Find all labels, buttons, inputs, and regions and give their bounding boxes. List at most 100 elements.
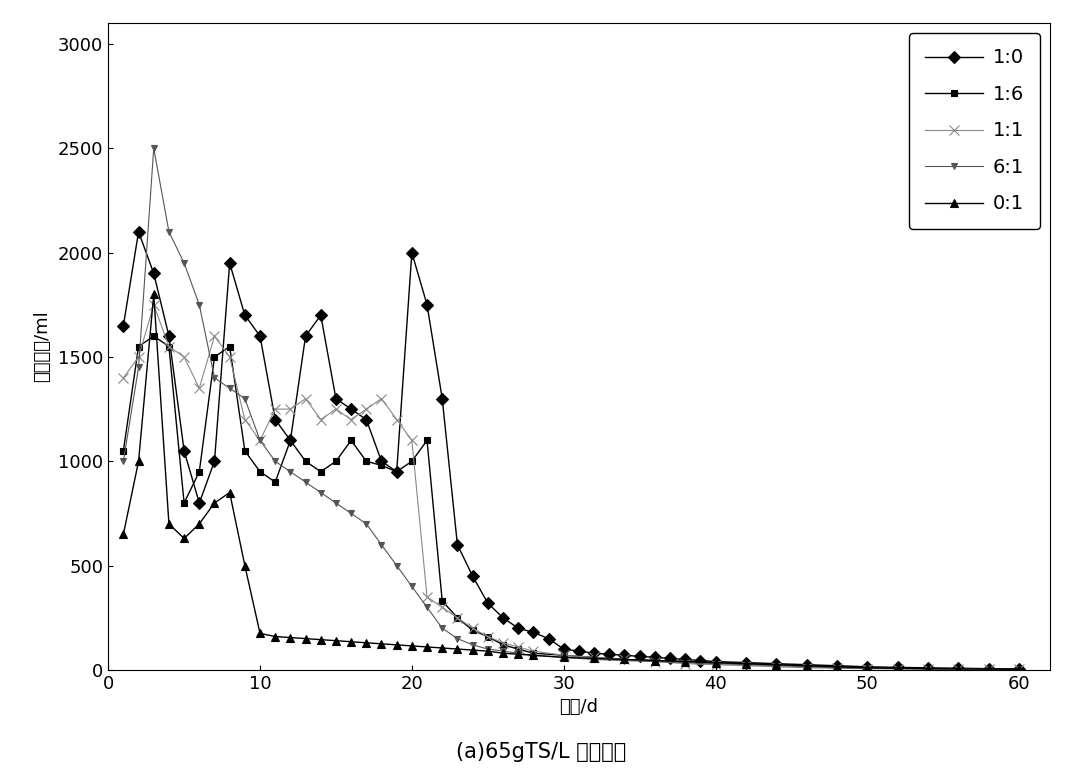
1:0	[663, 654, 676, 663]
1:0	[162, 331, 175, 340]
1:0	[892, 663, 905, 672]
0:1	[117, 530, 130, 539]
6:1	[421, 603, 434, 612]
1:1	[208, 331, 221, 340]
1:0	[952, 664, 965, 673]
1:0	[618, 651, 631, 660]
6:1	[497, 647, 510, 656]
1:0	[694, 656, 707, 665]
1:0	[481, 598, 494, 608]
1:6	[952, 665, 965, 674]
1:1	[892, 665, 905, 674]
0:1	[952, 665, 965, 674]
1:6	[648, 656, 661, 665]
0:1	[299, 634, 312, 643]
1:1	[739, 661, 752, 671]
1:0	[117, 321, 130, 330]
1:1	[648, 657, 661, 666]
1:0	[831, 661, 844, 671]
0:1	[406, 641, 419, 651]
1:0	[314, 310, 327, 320]
0:1	[709, 658, 722, 668]
1:0	[678, 654, 691, 664]
6:1	[831, 663, 844, 672]
0:1	[391, 640, 404, 649]
1:1	[982, 665, 995, 674]
1:0	[800, 660, 813, 669]
1:1	[831, 664, 844, 673]
6:1	[360, 519, 373, 528]
0:1	[497, 648, 510, 658]
1:1	[436, 603, 449, 612]
0:1	[557, 653, 570, 662]
1:0	[177, 446, 190, 455]
1:0	[345, 404, 358, 413]
1:0	[633, 651, 646, 661]
Line: 1:0: 1:0	[119, 228, 1024, 673]
1:6	[421, 436, 434, 445]
1:1	[253, 436, 266, 445]
Line: 1:1: 1:1	[119, 300, 1024, 675]
1:6	[618, 654, 631, 664]
6:1	[648, 657, 661, 666]
0:1	[527, 651, 540, 660]
1:1	[132, 353, 145, 362]
1:1	[952, 665, 965, 674]
Line: 6:1: 6:1	[120, 145, 1022, 673]
6:1	[147, 144, 160, 153]
1:1	[406, 436, 419, 445]
1:6	[314, 467, 327, 477]
1:6	[132, 342, 145, 351]
6:1	[117, 457, 130, 466]
6:1	[466, 640, 479, 649]
1:0	[982, 664, 995, 673]
0:1	[193, 519, 206, 528]
0:1	[268, 632, 281, 641]
1:0	[436, 394, 449, 403]
1:1	[329, 404, 342, 413]
1:1	[193, 383, 206, 393]
6:1	[223, 383, 236, 393]
6:1	[557, 653, 570, 662]
1:6	[800, 661, 813, 671]
1:1	[769, 662, 782, 671]
0:1	[451, 644, 464, 654]
1:0	[922, 663, 935, 672]
1:0	[769, 659, 782, 668]
1:1	[177, 353, 190, 362]
0:1	[375, 639, 388, 648]
0:1	[208, 498, 221, 507]
1:1	[466, 624, 479, 633]
6:1	[314, 488, 327, 497]
6:1	[769, 661, 782, 671]
1:1	[314, 415, 327, 424]
1:0	[497, 613, 510, 622]
1:1	[421, 592, 434, 601]
1:0	[1013, 665, 1026, 674]
1:6	[406, 457, 419, 466]
1:0	[542, 634, 555, 643]
0:1	[283, 633, 296, 642]
0:1	[421, 642, 434, 651]
0:1	[512, 650, 525, 659]
6:1	[253, 436, 266, 445]
1:1	[451, 613, 464, 622]
6:1	[329, 498, 342, 507]
6:1	[481, 644, 494, 654]
1:6	[861, 663, 874, 672]
1:6	[497, 640, 510, 649]
1:0	[283, 436, 296, 445]
1:0	[709, 657, 722, 666]
0:1	[618, 654, 631, 664]
6:1	[527, 651, 540, 660]
1:1	[147, 300, 160, 310]
1:0	[223, 259, 236, 268]
1:6	[329, 457, 342, 466]
0:1	[177, 534, 190, 543]
1:0	[406, 248, 419, 257]
0:1	[481, 647, 494, 656]
6:1	[739, 660, 752, 669]
1:6	[436, 597, 449, 606]
1:6	[466, 626, 479, 635]
1:1	[117, 373, 130, 383]
